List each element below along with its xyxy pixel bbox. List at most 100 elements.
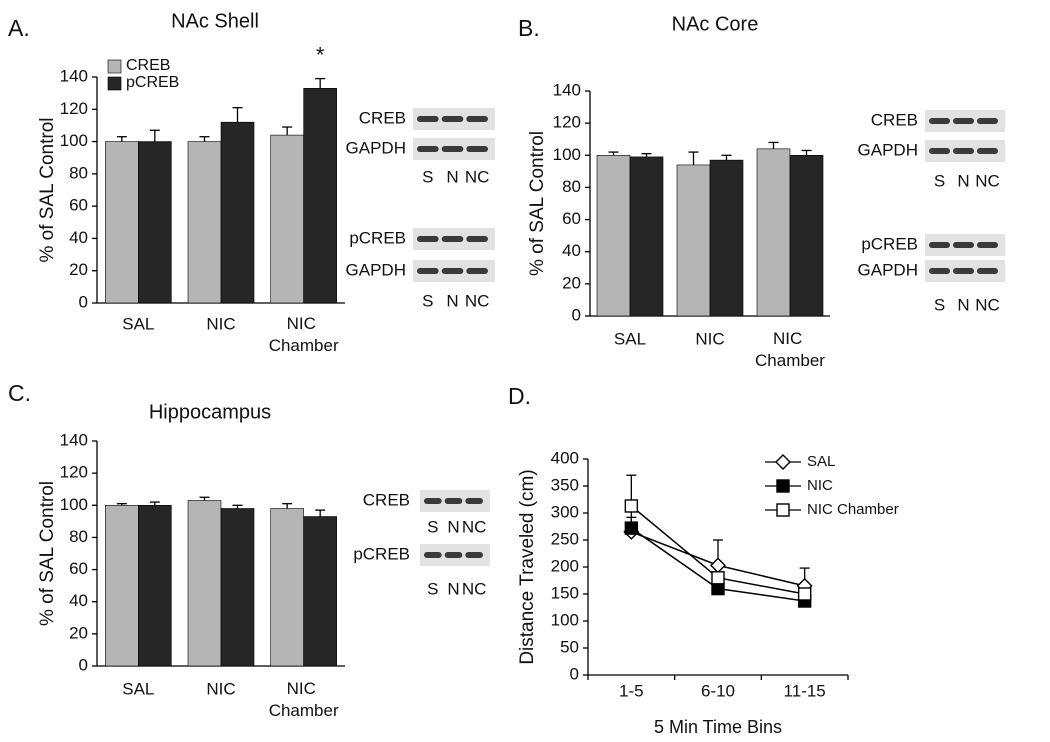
blot-label: CREB bbox=[871, 110, 918, 129]
point bbox=[710, 557, 726, 574]
lane-label: S bbox=[934, 295, 945, 314]
y-tick-label: 50 bbox=[560, 637, 579, 656]
band bbox=[977, 118, 998, 124]
band bbox=[417, 116, 439, 122]
point bbox=[624, 521, 639, 535]
band bbox=[929, 268, 950, 274]
band bbox=[953, 268, 974, 274]
band bbox=[441, 146, 464, 152]
y-tick-label: 140 bbox=[60, 66, 88, 85]
point bbox=[775, 454, 791, 470]
y-axis-label: % of SAL Control bbox=[37, 481, 58, 626]
y-tick-label: 40 bbox=[69, 228, 88, 247]
bar bbox=[138, 141, 172, 304]
y-tick-label: 40 bbox=[69, 591, 88, 610]
y-tick-label: 400 bbox=[551, 448, 579, 467]
band bbox=[466, 268, 488, 274]
lane-label: N bbox=[446, 167, 458, 186]
chart-title: NAc Shell bbox=[171, 10, 259, 32]
x-tick-label: NIC Chamber bbox=[755, 329, 825, 370]
x-axis-label: 5 Min Time Bins bbox=[654, 717, 782, 737]
y-tick-label: 120 bbox=[60, 463, 88, 482]
panel-label: C. bbox=[8, 380, 31, 406]
band bbox=[441, 236, 464, 242]
band bbox=[444, 552, 463, 558]
x-tick-label: 1-5 bbox=[619, 681, 644, 700]
panel-label: D. bbox=[508, 383, 531, 409]
bar bbox=[596, 154, 631, 317]
band bbox=[977, 242, 998, 248]
y-tick-label: 250 bbox=[551, 529, 579, 548]
bar bbox=[220, 121, 255, 304]
lane-label: NC bbox=[975, 295, 1000, 314]
y-tick-label: 60 bbox=[562, 209, 581, 228]
y-tick-label: 200 bbox=[551, 556, 579, 575]
band bbox=[441, 268, 464, 274]
legend-label: pCREB bbox=[126, 74, 179, 91]
band bbox=[441, 116, 464, 122]
y-tick-label: 120 bbox=[60, 99, 88, 118]
lane-label: S bbox=[427, 517, 438, 536]
point bbox=[624, 499, 639, 513]
band bbox=[465, 498, 483, 504]
blot-label: GAPDH bbox=[346, 260, 406, 279]
band bbox=[929, 242, 950, 248]
y-axis-label: Distance Traveled (cm) bbox=[517, 469, 538, 664]
y-tick-label: 300 bbox=[551, 502, 579, 521]
bar bbox=[270, 134, 304, 304]
y-tick-label: 140 bbox=[553, 80, 581, 99]
y-tick-label: 60 bbox=[69, 196, 88, 215]
panel-label: B. bbox=[518, 15, 540, 41]
band bbox=[424, 552, 442, 558]
bar bbox=[138, 504, 172, 667]
blot-label: GAPDH bbox=[346, 138, 406, 157]
blot-label: CREB bbox=[359, 108, 406, 127]
blot-label: pCREB bbox=[353, 544, 410, 563]
lane-label: NC bbox=[462, 517, 487, 536]
band bbox=[953, 242, 974, 248]
legend-swatch bbox=[107, 59, 122, 74]
lane-label: S bbox=[427, 579, 438, 598]
band bbox=[417, 268, 439, 274]
band bbox=[977, 148, 998, 154]
panel-label: A. bbox=[8, 15, 30, 41]
lane-label: N bbox=[957, 295, 969, 314]
lane-label: N bbox=[446, 291, 458, 310]
y-tick-label: 140 bbox=[60, 430, 88, 449]
bar bbox=[709, 159, 744, 317]
y-axis-label: % of SAL Control bbox=[37, 117, 58, 262]
band bbox=[466, 116, 488, 122]
x-tick-label: SAL bbox=[122, 314, 154, 333]
lane-label: S bbox=[422, 167, 433, 186]
legend-label: CREB bbox=[126, 57, 170, 74]
x-tick-label: NIC bbox=[206, 314, 235, 333]
bar bbox=[303, 88, 337, 304]
blot-label: GAPDH bbox=[858, 260, 918, 279]
band bbox=[929, 148, 950, 154]
band bbox=[466, 146, 488, 152]
band bbox=[444, 498, 463, 504]
point bbox=[776, 503, 790, 517]
y-tick-label: 20 bbox=[69, 623, 88, 642]
chart-title: NAc Core bbox=[672, 13, 759, 35]
bar bbox=[105, 504, 139, 667]
band bbox=[466, 236, 488, 242]
y-tick-label: 0 bbox=[79, 655, 88, 674]
band bbox=[417, 236, 439, 242]
legend-label: NIC bbox=[807, 477, 833, 494]
y-tick-label: 20 bbox=[562, 273, 581, 292]
point bbox=[776, 479, 790, 493]
band bbox=[424, 498, 442, 504]
bar bbox=[756, 148, 791, 317]
y-tick-label: 100 bbox=[551, 610, 579, 629]
blot-label: pCREB bbox=[349, 228, 406, 247]
x-tick-label: SAL bbox=[614, 329, 646, 348]
legend-swatch bbox=[107, 76, 122, 91]
bar bbox=[676, 164, 711, 317]
x-tick-label: NIC Chamber bbox=[269, 679, 339, 720]
chart-title: Hippocampus bbox=[149, 401, 271, 423]
y-tick-label: 80 bbox=[69, 527, 88, 546]
y-tick-label: 350 bbox=[551, 475, 579, 494]
y-tick-label: 150 bbox=[551, 583, 579, 602]
